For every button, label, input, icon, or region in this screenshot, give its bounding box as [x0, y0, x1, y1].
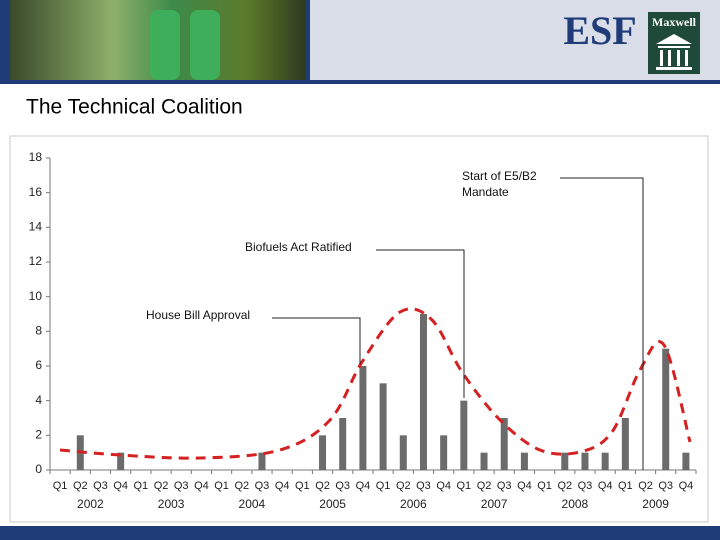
x-tick-label: Q2	[638, 480, 653, 492]
x-tick-label: Q2	[73, 480, 88, 492]
bar	[621, 418, 629, 470]
bar	[117, 452, 125, 470]
x-tick-label: Q3	[658, 480, 673, 492]
bar	[480, 452, 488, 470]
year-label: 2008	[562, 497, 589, 511]
y-tick-label: 6	[35, 358, 42, 372]
annotation: House Bill Approval	[146, 308, 250, 322]
y-tick-label: 4	[35, 393, 42, 407]
year-label: 2002	[77, 497, 104, 511]
logo-building	[656, 34, 692, 70]
y-tick-label: 0	[35, 462, 42, 476]
x-tick-label: Q1	[618, 480, 633, 492]
x-tick-label: Q2	[154, 480, 169, 492]
year-label: 2004	[239, 497, 266, 511]
bar	[500, 418, 508, 470]
chart-panel	[9, 135, 709, 523]
x-tick-label: Q1	[53, 480, 68, 492]
bar	[682, 452, 690, 470]
x-tick-label: Q4	[113, 480, 128, 492]
x-tick-label: Q2	[396, 480, 411, 492]
trend-curve	[59, 307, 692, 460]
x-tick-label: Q2	[477, 480, 492, 492]
y-tick-label: 10	[29, 289, 43, 303]
bar	[520, 452, 528, 470]
x-tick-label: Q2	[315, 480, 330, 492]
x-tick-label: Q4	[275, 480, 290, 492]
photo-tank	[190, 10, 220, 80]
bar	[399, 435, 407, 470]
x-tick-label: Q4	[356, 480, 371, 492]
x-tick-label: Q4	[679, 480, 694, 492]
bar	[601, 452, 609, 470]
bar	[460, 400, 468, 470]
annotation-leader	[272, 317, 361, 364]
year-label: 2003	[158, 497, 185, 511]
year-label: 2006	[400, 497, 427, 511]
footer-bar	[0, 526, 720, 540]
bar	[319, 435, 327, 470]
bar	[662, 348, 670, 470]
bar	[339, 418, 347, 470]
x-tick-label: Q3	[335, 480, 350, 492]
y-tick-label: 16	[29, 185, 43, 199]
logo-esf: ESF	[563, 8, 636, 53]
y-tick-label: 8	[35, 324, 42, 338]
annotation: Start of E5/B2	[462, 169, 537, 183]
x-tick-label: Q1	[537, 480, 552, 492]
logo-maxwell: Maxwell	[652, 15, 697, 29]
x-tick-label: Q3	[93, 480, 108, 492]
bar	[581, 452, 589, 470]
slide-title: The Technical Coalition	[26, 96, 243, 119]
x-tick-label: Q1	[457, 480, 472, 492]
y-tick-label: 18	[29, 150, 43, 164]
x-tick-label: Q3	[255, 480, 270, 492]
year-label: 2007	[481, 497, 508, 511]
annotation-leader	[376, 249, 465, 398]
annotation: Biofuels Act Ratified	[245, 240, 352, 254]
annotation: Mandate	[462, 185, 509, 199]
x-tick-label: Q1	[214, 480, 229, 492]
x-tick-label: Q3	[416, 480, 431, 492]
bar	[440, 435, 448, 470]
y-tick-label: 12	[29, 254, 43, 268]
plot: 0 2 4 6 8 10 12 14 16 18 Q1 Q2 Q3 Q4 Q1 Q2 Q3 Q4 Q1 Q2 Q3 Q4 Q…	[29, 150, 697, 511]
bar	[258, 452, 266, 470]
year-label: 2009	[642, 497, 669, 511]
x-tick-label: Q2	[234, 480, 249, 492]
x-tick-label: Q2	[557, 480, 572, 492]
bar	[561, 452, 569, 470]
x-tick-label: Q4	[436, 480, 451, 492]
year-label: 2005	[319, 497, 346, 511]
photo-tank	[150, 10, 180, 80]
x-tick-label: Q3	[578, 480, 593, 492]
x-tick-label: Q1	[295, 480, 310, 492]
x-tick-label: Q4	[598, 480, 613, 492]
x-tick-label: Q4	[517, 480, 532, 492]
annotation-leader	[560, 177, 644, 470]
x-tick-label: Q4	[194, 480, 209, 492]
y-tick-label: 14	[29, 220, 43, 234]
x-tick-label: Q1	[376, 480, 391, 492]
bar	[359, 366, 367, 470]
x-tick-label: Q3	[174, 480, 189, 492]
bar	[379, 383, 387, 470]
y-tick-label: 2	[35, 428, 42, 442]
x-tick-label: Q3	[497, 480, 512, 492]
bar	[419, 314, 427, 470]
header-rule	[0, 80, 720, 84]
x-tick-label: Q1	[134, 480, 149, 492]
